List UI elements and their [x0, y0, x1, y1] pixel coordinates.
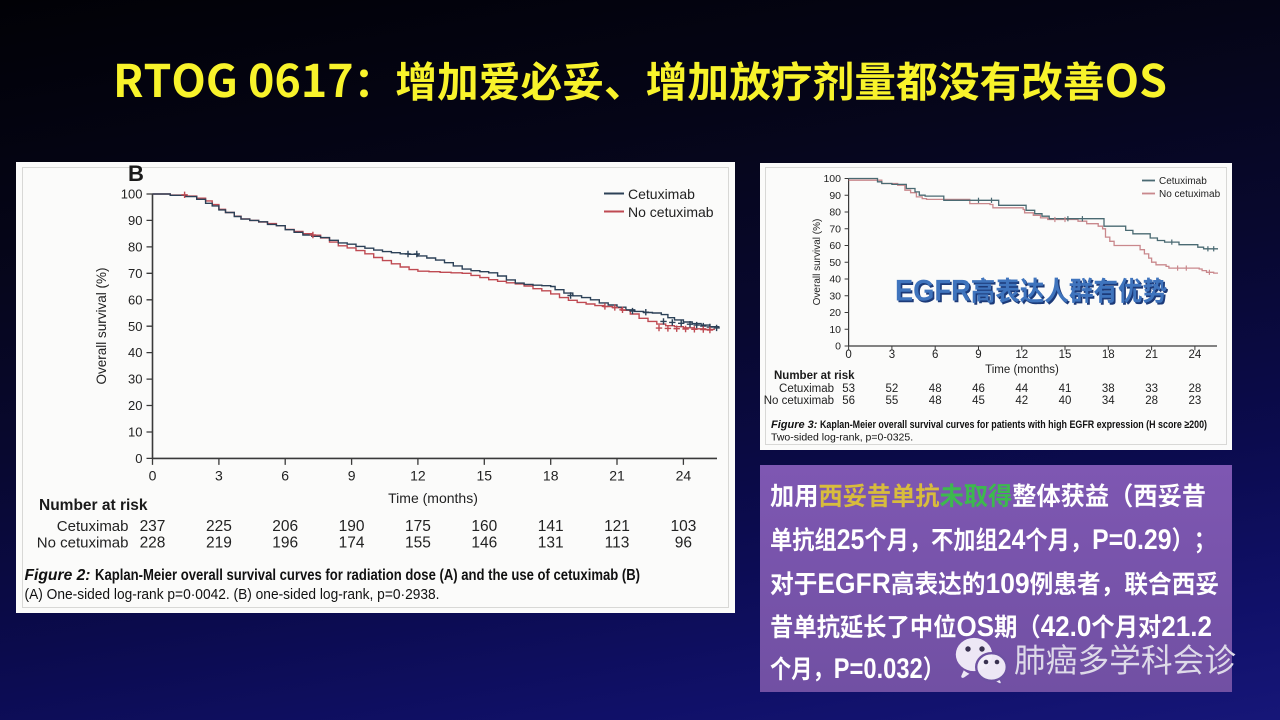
svg-text:41: 41 [1059, 383, 1072, 395]
svg-text:45: 45 [972, 395, 985, 407]
svg-text:28: 28 [1145, 395, 1158, 407]
svg-text:Overall survival (%): Overall survival (%) [812, 219, 823, 306]
svg-text:Time (months): Time (months) [388, 490, 478, 506]
svg-text:23: 23 [1189, 395, 1202, 407]
svg-text:Time (months): Time (months) [985, 364, 1059, 376]
svg-text:24: 24 [676, 468, 692, 484]
svg-text:10: 10 [829, 324, 841, 336]
svg-text:Cetuximab: Cetuximab [779, 383, 834, 395]
svg-text:70: 70 [829, 223, 841, 235]
svg-text:No cetuximab: No cetuximab [1159, 189, 1221, 200]
svg-text:30: 30 [829, 290, 841, 302]
svg-text:15: 15 [477, 468, 493, 484]
svg-text:38: 38 [1102, 383, 1115, 395]
svg-text:160: 160 [471, 518, 497, 535]
svg-text:96: 96 [675, 535, 692, 552]
svg-text:Kaplan-Meier overall survival: Kaplan-Meier overall survival curves for… [820, 419, 1207, 431]
svg-text:50: 50 [829, 257, 841, 269]
svg-text:175: 175 [405, 518, 431, 535]
svg-text:10: 10 [128, 425, 142, 440]
svg-text:146: 146 [471, 535, 497, 552]
svg-text:20: 20 [128, 398, 142, 413]
svg-text:18: 18 [543, 468, 559, 484]
svg-text:0: 0 [835, 341, 841, 353]
svg-text:53: 53 [842, 383, 855, 395]
svg-text:Cetuximab: Cetuximab [628, 186, 695, 202]
svg-text:15: 15 [1059, 349, 1072, 361]
svg-text:9: 9 [348, 468, 356, 484]
svg-text:18: 18 [1102, 349, 1115, 361]
svg-text:40: 40 [1059, 395, 1072, 407]
svg-text:0: 0 [845, 349, 851, 361]
svg-text:219: 219 [206, 535, 232, 552]
svg-text:80: 80 [128, 240, 142, 255]
svg-text:Figure 2:: Figure 2: [25, 567, 91, 584]
svg-text:90: 90 [128, 213, 142, 228]
svg-text:30: 30 [128, 372, 142, 387]
svg-text:B: B [128, 162, 144, 186]
svg-text:Two-sided log-rank, p=0-0325.: Two-sided log-rank, p=0-0325. [771, 432, 913, 444]
svg-text:12: 12 [1015, 349, 1028, 361]
svg-text:100: 100 [121, 187, 143, 202]
svg-text:42: 42 [1015, 395, 1028, 407]
svg-text:113: 113 [605, 535, 630, 552]
svg-text:0: 0 [135, 451, 142, 466]
svg-text:90: 90 [829, 190, 841, 202]
svg-text:No cetuximab: No cetuximab [764, 395, 834, 407]
svg-text:237: 237 [140, 518, 166, 535]
svg-text:48: 48 [929, 395, 942, 407]
svg-text:50: 50 [128, 319, 142, 334]
svg-text:6: 6 [932, 349, 938, 361]
svg-text:80: 80 [829, 207, 841, 219]
svg-text:60: 60 [829, 240, 841, 252]
svg-text:33: 33 [1145, 383, 1158, 395]
svg-text:3: 3 [215, 468, 223, 484]
svg-text:Number at risk: Number at risk [39, 497, 148, 514]
svg-text:0: 0 [149, 468, 157, 484]
svg-text:6: 6 [281, 468, 289, 484]
svg-text:174: 174 [339, 535, 365, 552]
svg-text:28: 28 [1189, 383, 1202, 395]
svg-text:21: 21 [1145, 349, 1158, 361]
svg-text:52: 52 [886, 383, 899, 395]
svg-text:21: 21 [609, 468, 625, 484]
svg-text:Figure 3:: Figure 3: [771, 419, 818, 431]
svg-text:34: 34 [1102, 395, 1115, 407]
svg-text:40: 40 [128, 345, 142, 360]
svg-text:Overall survival (%): Overall survival (%) [94, 267, 109, 384]
svg-text:103: 103 [670, 518, 696, 535]
svg-text:55: 55 [886, 395, 899, 407]
svg-text:Kaplan-Meier overall survival: Kaplan-Meier overall survival curves for… [95, 567, 640, 584]
svg-text:56: 56 [842, 395, 855, 407]
svg-text:(A) One-sided log-rank p=0·004: (A) One-sided log-rank p=0·0042. (B) one… [25, 586, 440, 603]
svg-text:12: 12 [410, 468, 426, 484]
svg-text:3: 3 [889, 349, 895, 361]
svg-text:24: 24 [1189, 349, 1202, 361]
svg-text:No cetuximab: No cetuximab [37, 535, 129, 552]
svg-text:155: 155 [405, 535, 431, 552]
svg-text:20: 20 [829, 307, 841, 319]
svg-text:46: 46 [972, 383, 985, 395]
svg-text:No cetuximab: No cetuximab [628, 204, 714, 220]
svg-text:121: 121 [604, 518, 630, 535]
svg-text:131: 131 [538, 535, 564, 552]
svg-text:190: 190 [339, 518, 365, 535]
svg-text:225: 225 [206, 518, 232, 535]
svg-text:60: 60 [128, 292, 142, 307]
svg-text:196: 196 [272, 535, 298, 552]
svg-text:100: 100 [823, 173, 841, 185]
svg-text:228: 228 [140, 535, 166, 552]
svg-text:206: 206 [272, 518, 298, 535]
svg-text:Cetuximab: Cetuximab [1159, 176, 1207, 187]
svg-text:141: 141 [538, 518, 564, 535]
svg-text:Number at risk: Number at risk [774, 370, 855, 382]
svg-text:9: 9 [975, 349, 981, 361]
svg-text:Cetuximab: Cetuximab [57, 518, 129, 535]
svg-text:70: 70 [128, 266, 142, 281]
svg-text:48: 48 [929, 383, 942, 395]
svg-text:40: 40 [829, 274, 841, 286]
svg-text:44: 44 [1015, 383, 1028, 395]
